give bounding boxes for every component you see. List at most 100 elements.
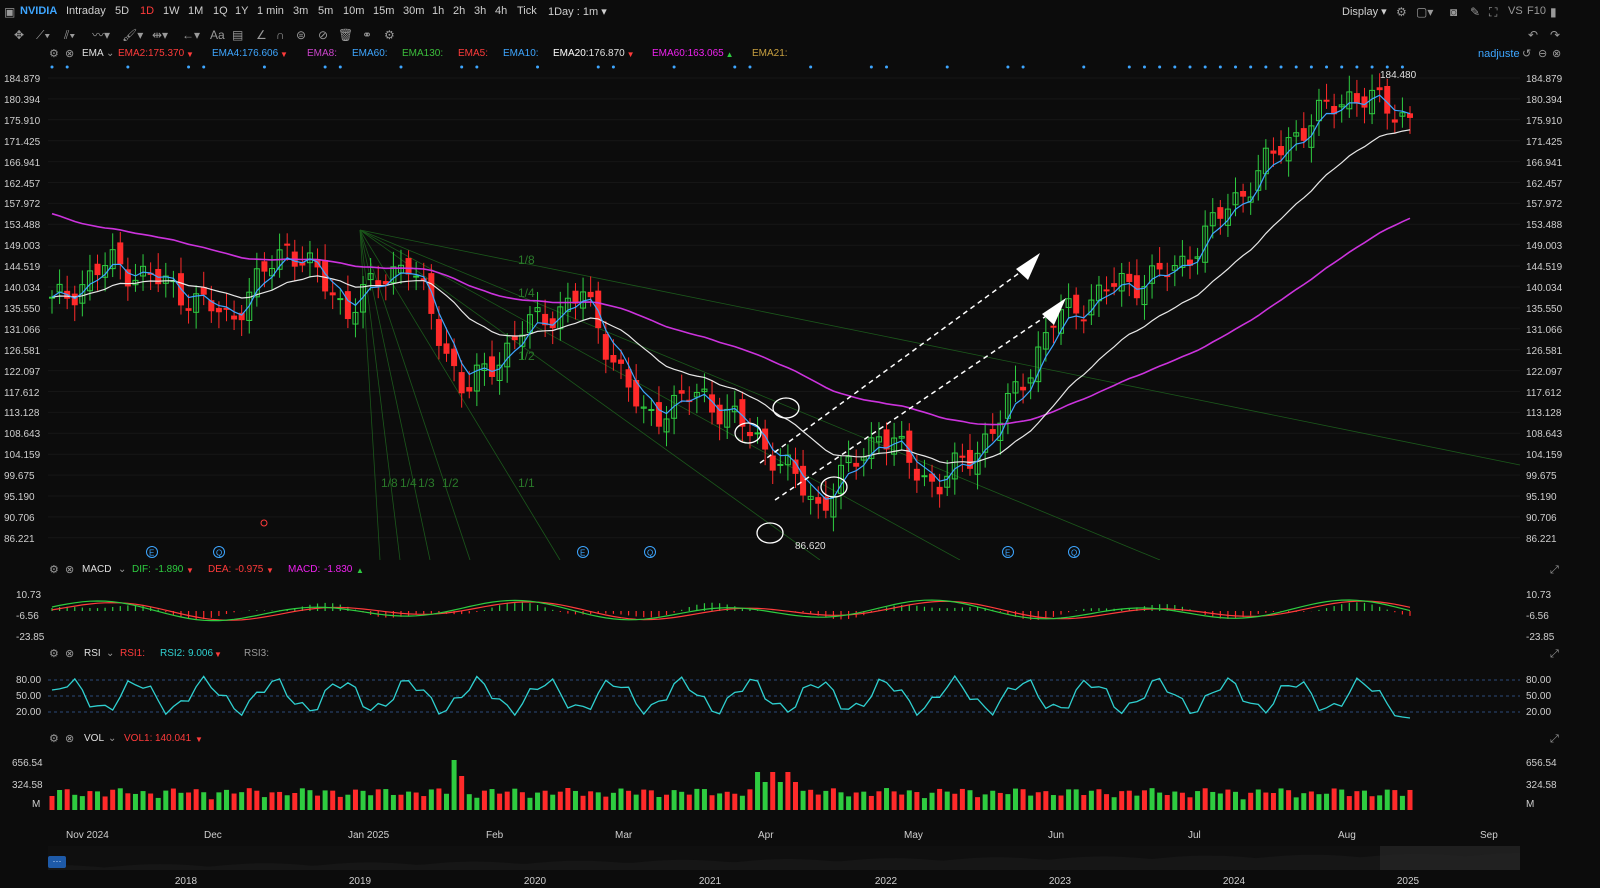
settings-icon[interactable]: ⚙ [1396, 5, 1407, 19]
arrow-tool-icon[interactable]: ←▾ [182, 28, 201, 42]
period-10m[interactable]: 10m [343, 5, 365, 17]
hide-icon[interactable]: ⊘ [318, 28, 329, 42]
magnet-icon[interactable]: ∩ [276, 28, 285, 42]
period-1m[interactable]: 1M [188, 5, 204, 17]
candle-body [1156, 262, 1163, 270]
ema-close-icon[interactable]: ⊗ [65, 48, 75, 60]
vol-axis-right: 656.54 [1526, 758, 1557, 769]
collapse-icon[interactable]: ⊖ [1538, 48, 1548, 60]
layout-icon[interactable]: ▢▾ [1416, 5, 1434, 19]
vol-expand-icon[interactable]: ⤢ [1550, 733, 1559, 745]
macd-dropdown-icon[interactable]: ⌄ [118, 564, 127, 575]
period-1q[interactable]: 1Q [213, 5, 228, 17]
price-label-right: 184.879 [1526, 74, 1563, 85]
vol-dropdown-icon[interactable]: ⌄ [108, 733, 117, 744]
vol-name[interactable]: VOL [84, 733, 105, 744]
period-1w[interactable]: 1W [163, 5, 180, 17]
ema-name[interactable]: EMA [82, 48, 104, 59]
candle-body [1171, 265, 1178, 271]
period-5m[interactable]: 5m [318, 5, 334, 17]
period-3m[interactable]: 3m [293, 5, 309, 17]
brush-tool-icon[interactable]: 🖌▾ [122, 28, 144, 42]
f10-button[interactable]: F10 [1527, 5, 1546, 17]
rsi-name[interactable]: RSI [84, 648, 101, 659]
period-1y[interactable]: 1Y [235, 5, 249, 17]
macd-expand-icon[interactable]: ⤢ [1550, 564, 1559, 576]
vol-settings-icon[interactable]: ⚙ [49, 733, 59, 745]
rsi-expand-icon[interactable]: ⤢ [1550, 648, 1559, 660]
vs-button[interactable]: VS [1508, 5, 1523, 17]
period-1-min[interactable]: 1 min [257, 5, 284, 17]
candle-body [1353, 93, 1360, 104]
volume-bar [975, 797, 981, 810]
overview-navigator[interactable]: 2018 2019 2020 2021 2022 2023 2024 2025 [0, 846, 1600, 888]
period-5d[interactable]: 5D [115, 5, 130, 17]
period-30m[interactable]: 30m [403, 5, 425, 17]
macd-name[interactable]: MACD [82, 564, 112, 575]
crosshair-icon[interactable]: ✥ [14, 28, 25, 42]
volume-bar [307, 790, 313, 810]
comment-icon[interactable]: ▤ [232, 28, 244, 42]
period-1d[interactable]: 1D [140, 5, 155, 17]
channel-tool-icon[interactable]: ⫽▾ [64, 28, 76, 42]
symbol-name[interactable]: NVIDIA [20, 5, 58, 17]
rsi-close-icon[interactable]: ⊗ [65, 648, 75, 660]
signal-dot [1279, 65, 1283, 69]
period-4h[interactable]: 4h [495, 5, 508, 17]
undo-icon[interactable]: ↶ [1528, 28, 1539, 42]
measure-tool-icon[interactable]: ⇹▾ [152, 28, 169, 42]
pen-icon[interactable]: ✎ [1470, 5, 1481, 19]
close-chart-icon[interactable]: ⊗ [1552, 48, 1562, 60]
reset-icon[interactable]: ↺ [1522, 48, 1532, 60]
volume-chart[interactable] [0, 748, 1600, 828]
price-label-left: 135.550 [4, 303, 41, 315]
candle-body [367, 273, 374, 281]
candle-body [1300, 128, 1307, 141]
link-icon[interactable]: ⚭ [362, 28, 373, 42]
fullscreen-icon[interactable]: ⛶ [1489, 5, 1498, 19]
rsi-dropdown-icon[interactable]: ⌄ [106, 648, 115, 659]
camera-icon[interactable]: ◙ [1450, 5, 1458, 19]
display-menu[interactable]: Display ▾ [1342, 6, 1387, 18]
text-tool-icon[interactable]: Aa [210, 28, 225, 42]
drawing-settings-icon[interactable]: ⚙ [384, 28, 395, 42]
period-1h[interactable]: 1h [432, 5, 445, 17]
navigator-menu-button[interactable]: ··· [48, 856, 66, 868]
ema-label-6: EMA10: [503, 48, 539, 59]
candle-body [663, 418, 670, 433]
ema-value-8: 163.065 [687, 48, 724, 59]
macd-chart[interactable] [0, 580, 1600, 644]
redo-icon[interactable]: ↷ [1550, 28, 1561, 42]
rsi-settings-icon[interactable]: ⚙ [49, 648, 59, 660]
range-select[interactable]: 1Day : 1m ▾ [548, 6, 607, 18]
sidebar-toggle-icon[interactable]: ▣ [4, 5, 16, 19]
angle-tool-icon[interactable]: ∠ [256, 28, 267, 42]
wave-tool-icon[interactable]: 〰▾ [92, 28, 111, 42]
ema-settings-icon[interactable]: ⚙ [49, 48, 59, 60]
lock-icon[interactable]: ⊜ [296, 28, 307, 42]
price-label-left: 153.488 [4, 220, 41, 232]
volume-bar [565, 788, 571, 810]
macd-close-icon[interactable]: ⊗ [65, 564, 75, 576]
period-3h[interactable]: 3h [474, 5, 487, 17]
volume-bar [375, 789, 381, 810]
volume-bar [1331, 788, 1337, 810]
candle-body [746, 431, 753, 437]
rsi-chart[interactable] [0, 662, 1600, 734]
vol-close-icon[interactable]: ⊗ [65, 733, 75, 745]
price-label-left: 171.425 [4, 136, 41, 148]
period-2h[interactable]: 2h [453, 5, 466, 17]
volume-bar [1293, 797, 1299, 810]
panel-icon[interactable]: ▮ [1550, 5, 1557, 19]
macd-settings-icon[interactable]: ⚙ [49, 564, 59, 576]
period-15m[interactable]: 15m [373, 5, 395, 17]
line-tool-icon[interactable]: ⟋▾ [36, 28, 51, 42]
candle-body [989, 429, 996, 434]
ema-dropdown-icon[interactable]: ⌄ [106, 48, 115, 59]
period-tick[interactable]: Tick [517, 5, 537, 17]
user-label[interactable]: nadjuste [1478, 48, 1520, 60]
period-intraday[interactable]: Intraday [66, 5, 106, 17]
candle-body [838, 464, 845, 494]
trash-icon[interactable]: 🗑 [338, 28, 354, 42]
